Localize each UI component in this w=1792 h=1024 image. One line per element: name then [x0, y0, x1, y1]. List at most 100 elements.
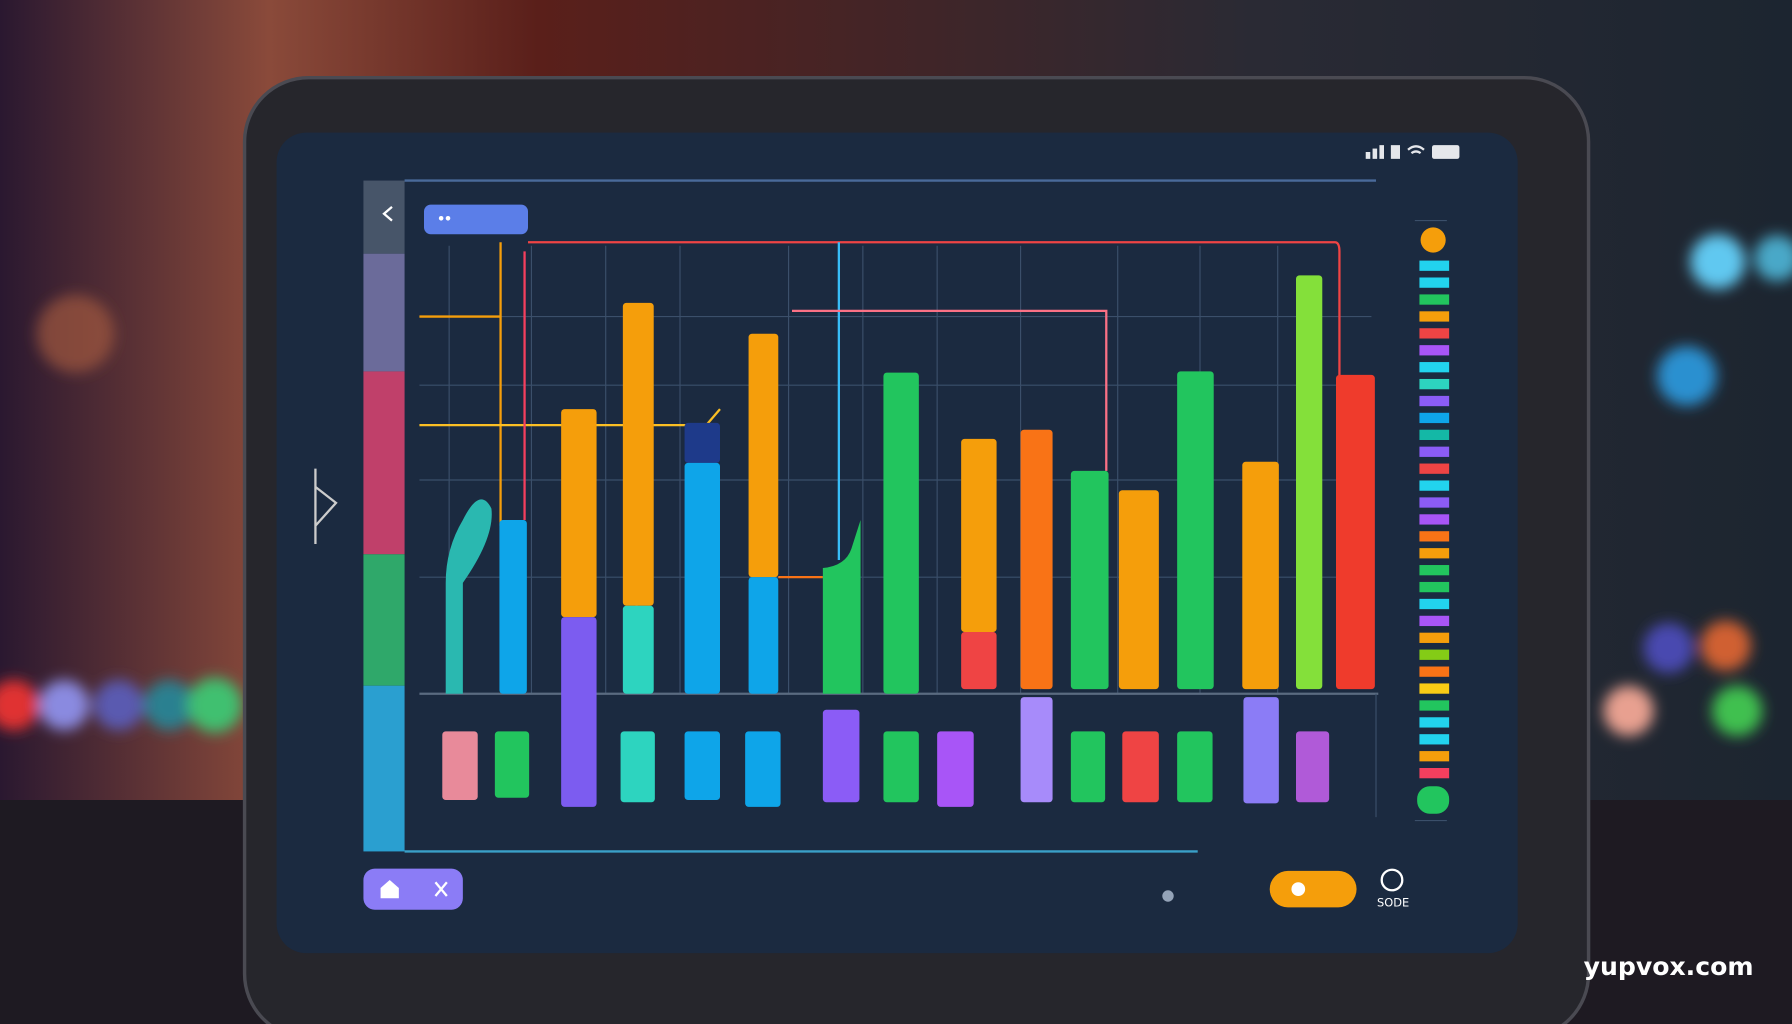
bar-shape — [1118, 490, 1159, 690]
tab-dot — [438, 216, 444, 221]
strip-tick — [1419, 497, 1450, 508]
strip-tick — [1419, 548, 1450, 559]
bar-shape — [1020, 429, 1053, 690]
strip-tick — [1419, 615, 1450, 627]
bokeh-light — [1643, 622, 1694, 674]
strip-tick — [1419, 700, 1450, 711]
connector-lines — [419, 241, 1341, 606]
strip-tick — [1419, 581, 1450, 593]
bokeh-light — [144, 680, 195, 731]
toggle-pill[interactable] — [1269, 870, 1357, 908]
bar-shape — [745, 731, 781, 807]
strip-tick — [1419, 480, 1450, 491]
home-button[interactable] — [380, 880, 399, 899]
strip-top-dot — [1420, 227, 1446, 253]
bars — [442, 275, 1375, 807]
battery-small — [1390, 145, 1400, 159]
back-button[interactable] — [382, 205, 393, 222]
connector — [792, 309, 1108, 471]
signal-bar — [1379, 145, 1384, 159]
bar-shape — [494, 731, 530, 798]
strip-tick — [1419, 531, 1450, 542]
curve-bar — [822, 520, 861, 694]
bar-shape — [622, 605, 654, 694]
strip-tick — [1419, 751, 1450, 762]
bar-shape — [883, 731, 919, 803]
strip-bottom-dot — [1417, 786, 1450, 814]
bar-shape — [684, 731, 720, 800]
strip-tick — [1419, 598, 1450, 610]
bar-shape — [748, 333, 779, 578]
strip-tick — [1419, 345, 1450, 356]
bokeh-light — [93, 680, 144, 731]
connector — [419, 242, 502, 526]
bar-shape — [1336, 374, 1375, 690]
bar-shape — [883, 372, 919, 694]
bar-shape — [937, 731, 974, 807]
side-handle — [314, 468, 338, 544]
battery-icon — [1432, 145, 1460, 159]
bar-shape — [561, 617, 597, 807]
bokeh-light — [0, 680, 39, 731]
sidebar-segment — [363, 253, 405, 372]
strip-tick — [1419, 362, 1450, 373]
strip-tick — [1419, 683, 1450, 694]
watermark: yupvox.com — [1584, 952, 1754, 981]
bokeh-light — [38, 680, 90, 731]
strip-tick — [1419, 395, 1450, 407]
bar-shape — [684, 422, 720, 463]
strip-tick — [1419, 328, 1450, 339]
bokeh-light — [1712, 685, 1763, 736]
bar-shape — [1243, 697, 1279, 804]
bokeh-light — [1700, 620, 1751, 671]
strip-tick — [1419, 463, 1450, 474]
status-label: SODE — [1377, 895, 1409, 909]
bar-shape — [1070, 470, 1109, 690]
signal-bar — [1372, 148, 1378, 159]
bar-shape — [1296, 275, 1323, 690]
strip-tick — [1419, 378, 1450, 390]
signal-bar — [1365, 152, 1371, 159]
bar-shape — [1122, 731, 1159, 803]
connector — [528, 241, 1341, 378]
slider-thumb[interactable] — [1162, 890, 1174, 902]
curve-bar — [445, 499, 492, 694]
chart-tab[interactable] — [424, 204, 528, 235]
bar-shape — [1020, 697, 1053, 803]
strip-tick — [1419, 768, 1450, 779]
strip-tick — [1419, 429, 1450, 440]
bar-shape — [748, 577, 779, 694]
settings-icon[interactable] — [1380, 868, 1404, 892]
strip-tick — [1419, 311, 1450, 322]
status-icons — [1365, 145, 1460, 159]
bar-shape — [684, 462, 720, 694]
bar-shape — [620, 731, 655, 803]
nav-pill — [363, 868, 463, 910]
bar-shape — [1177, 731, 1213, 803]
bokeh-light — [36, 294, 115, 373]
close-button[interactable] — [434, 881, 448, 897]
color-strip — [1419, 260, 1450, 779]
bar-shape — [961, 438, 997, 632]
wifi-icon — [1407, 145, 1425, 155]
bokeh — [0, 234, 1792, 736]
bar-shape — [561, 409, 597, 618]
sidebar-segment — [363, 180, 405, 254]
bokeh-light — [187, 677, 243, 733]
strip-tick — [1419, 565, 1450, 576]
bar-shape — [822, 709, 860, 803]
sidebar-segment — [363, 554, 405, 686]
strip-tick — [1419, 260, 1450, 271]
strip-tick — [1419, 734, 1450, 745]
bar-shape — [1177, 371, 1214, 690]
bar-shape — [499, 520, 527, 694]
bar-shape — [961, 632, 997, 690]
sidebar-segment — [363, 685, 405, 852]
strip-tick — [1419, 294, 1450, 305]
strip-tick — [1419, 666, 1450, 677]
strip-tick — [1419, 717, 1450, 728]
sidebar-segment — [363, 371, 405, 555]
strip-tick — [1419, 649, 1450, 660]
